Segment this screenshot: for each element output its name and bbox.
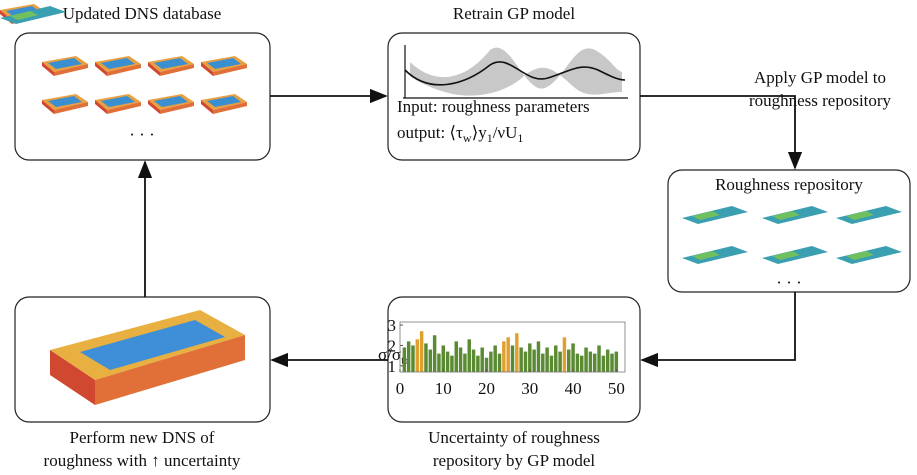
y-tick-label: 3 bbox=[388, 316, 397, 335]
edge-label: Apply GP model to bbox=[754, 68, 886, 87]
bar bbox=[411, 345, 415, 372]
bar bbox=[597, 345, 601, 372]
node-label: repository by GP model bbox=[433, 451, 596, 470]
bar bbox=[580, 355, 584, 372]
bar bbox=[571, 343, 575, 372]
bar bbox=[484, 357, 489, 372]
bar bbox=[450, 355, 454, 372]
bar bbox=[536, 341, 541, 372]
bar bbox=[519, 347, 523, 372]
bar bbox=[541, 353, 545, 372]
x-tick-label: 50 bbox=[608, 379, 625, 398]
bar bbox=[402, 347, 407, 372]
bar bbox=[554, 345, 558, 372]
bar bbox=[592, 353, 597, 372]
bar bbox=[588, 351, 593, 372]
x-tick-label: 30 bbox=[521, 379, 538, 398]
y-tick-label: 2 bbox=[388, 336, 397, 355]
bar bbox=[523, 351, 528, 372]
arrow bbox=[640, 292, 796, 368]
bar bbox=[454, 341, 458, 372]
bar bbox=[528, 343, 532, 372]
bar bbox=[567, 349, 571, 372]
bar bbox=[575, 353, 580, 372]
bar bbox=[601, 355, 606, 372]
node-label: Perform new DNS of bbox=[70, 428, 215, 447]
bar-chart: 0 10 20 30 40 50 1 23 bbox=[388, 316, 626, 398]
x-tick-label: 0 bbox=[396, 379, 405, 398]
bar bbox=[532, 349, 536, 372]
bar bbox=[584, 347, 588, 372]
bar bbox=[467, 339, 471, 372]
node-label: Retrain GP model bbox=[453, 4, 575, 23]
bar bbox=[489, 351, 493, 372]
bar bbox=[441, 345, 445, 372]
node-label: Updated DNS database bbox=[63, 4, 222, 23]
node-label: Uncertainty of roughness bbox=[428, 428, 600, 447]
bar bbox=[493, 345, 497, 372]
x-tick-label: 20 bbox=[478, 379, 495, 398]
ellipsis: · · · bbox=[129, 125, 154, 144]
bar bbox=[558, 351, 562, 372]
bar bbox=[614, 351, 619, 372]
bar bbox=[605, 349, 610, 372]
bar bbox=[545, 347, 549, 372]
ellipsis: · · · bbox=[776, 273, 801, 292]
bar bbox=[415, 339, 420, 372]
bar bbox=[428, 349, 433, 372]
bar bbox=[510, 345, 515, 372]
x-tick-label: 40 bbox=[565, 379, 582, 398]
dns-render bbox=[50, 310, 245, 405]
roughness-patches bbox=[0, 6, 902, 264]
bar bbox=[476, 355, 480, 372]
gp-output: output: ⟨τw⟩y1/νU1 bbox=[397, 123, 523, 145]
bar bbox=[463, 353, 467, 372]
bar bbox=[458, 347, 463, 372]
x-tick-label: 10 bbox=[435, 379, 452, 398]
bar bbox=[424, 343, 428, 372]
bar bbox=[515, 333, 519, 372]
y-tick-label: 1 bbox=[388, 357, 397, 376]
bar bbox=[471, 349, 476, 372]
bar bbox=[497, 353, 502, 372]
bar bbox=[432, 335, 437, 372]
plot-frame bbox=[399, 321, 626, 373]
node-label: roughness with ↑ uncertainty bbox=[44, 451, 241, 470]
node-label: Roughness repository bbox=[715, 175, 863, 194]
bar bbox=[480, 347, 484, 372]
bar bbox=[419, 331, 424, 372]
bar bbox=[445, 351, 450, 372]
arrow bbox=[640, 95, 803, 170]
bar bbox=[549, 355, 554, 372]
bar bbox=[406, 341, 411, 372]
edge-label: roughness repository bbox=[749, 91, 892, 110]
gp-input: Input: roughness parameters bbox=[397, 97, 590, 116]
bar bbox=[437, 353, 441, 372]
bar bbox=[610, 353, 614, 372]
bar bbox=[562, 337, 567, 372]
bar bbox=[502, 341, 506, 372]
bar bbox=[506, 337, 510, 372]
gp-plot bbox=[403, 45, 628, 99]
